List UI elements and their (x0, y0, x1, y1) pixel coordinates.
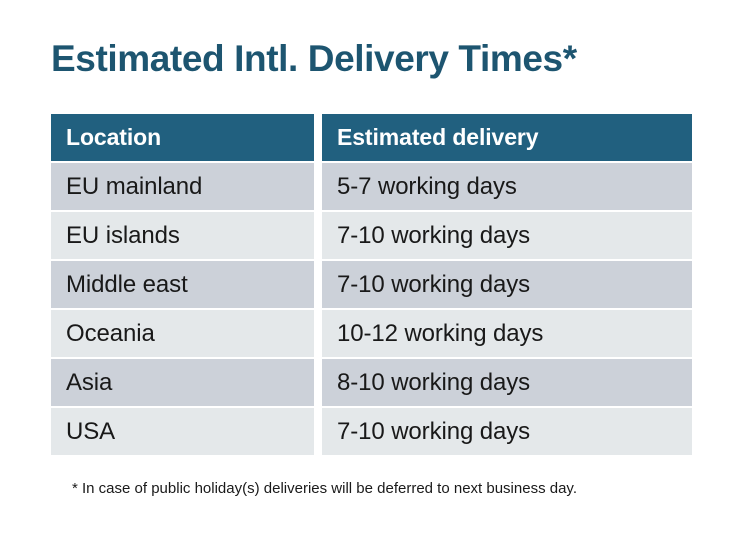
cell-location: Asia (51, 359, 314, 406)
column-divider (314, 359, 322, 406)
column-header-estimated-delivery: Estimated delivery (322, 114, 692, 161)
delivery-times-table: Location Estimated delivery EU mainland … (51, 114, 692, 455)
table-row: Middle east 7-10 working days (51, 261, 692, 308)
cell-location: USA (51, 408, 314, 455)
cell-estimated-delivery: 7-10 working days (322, 408, 692, 455)
column-divider (314, 114, 322, 161)
column-divider (314, 408, 322, 455)
cell-location: EU islands (51, 212, 314, 259)
column-divider (314, 163, 322, 210)
column-divider (314, 212, 322, 259)
table-row: Asia 8-10 working days (51, 359, 692, 406)
column-divider (314, 310, 322, 357)
cell-estimated-delivery: 8-10 working days (322, 359, 692, 406)
table-header-row: Location Estimated delivery (51, 114, 692, 161)
footnote: * In case of public holiday(s) deliverie… (72, 480, 577, 497)
cell-location: Middle east (51, 261, 314, 308)
table-row: EU islands 7-10 working days (51, 212, 692, 259)
column-header-location: Location (51, 114, 314, 161)
cell-location: Oceania (51, 310, 314, 357)
table-row: EU mainland 5-7 working days (51, 163, 692, 210)
column-divider (314, 261, 322, 308)
cell-estimated-delivery: 5-7 working days (322, 163, 692, 210)
table-row: Oceania 10-12 working days (51, 310, 692, 357)
cell-estimated-delivery: 10-12 working days (322, 310, 692, 357)
table-row: USA 7-10 working days (51, 408, 692, 455)
cell-estimated-delivery: 7-10 working days (322, 261, 692, 308)
cell-location: EU mainland (51, 163, 314, 210)
cell-estimated-delivery: 7-10 working days (322, 212, 692, 259)
page-title: Estimated Intl. Delivery Times* (51, 38, 577, 79)
